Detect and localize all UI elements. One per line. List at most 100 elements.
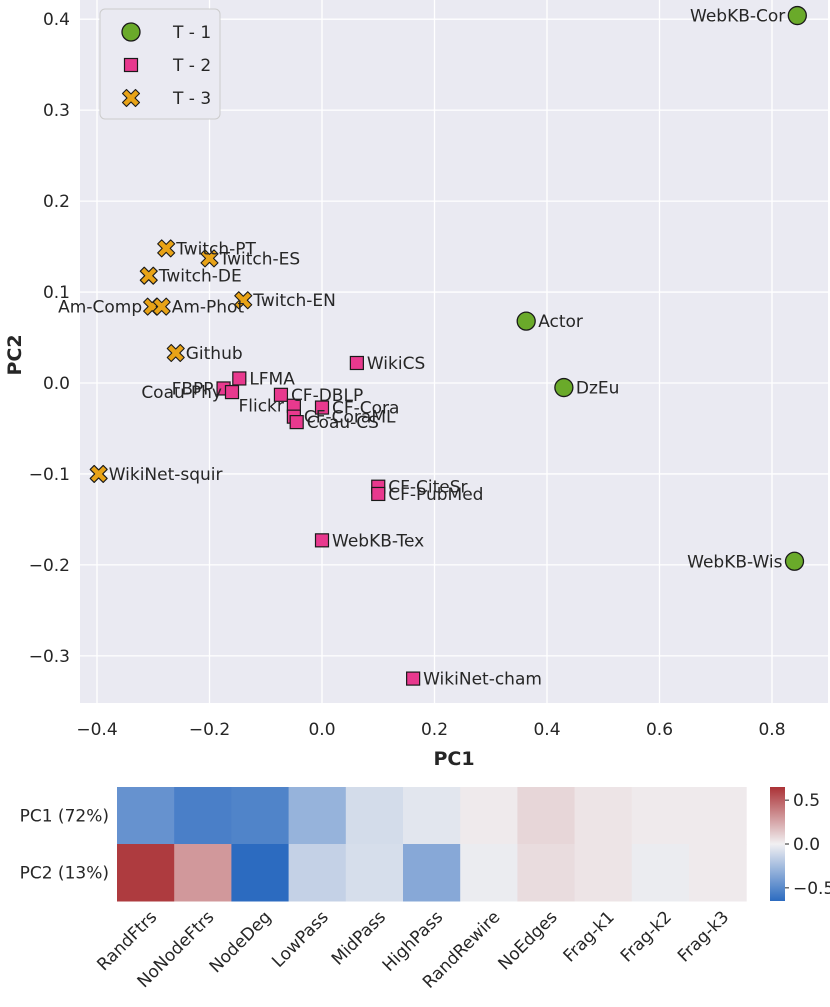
heatmap-cell [517,844,576,902]
legend-marker-square [123,57,139,73]
point-label: WikiNet-squir [109,465,223,485]
point-label: FBPP [172,379,214,399]
scatter-points [89,5,807,686]
heatmap-cell [689,844,747,902]
heatmap-cell [117,844,175,902]
point-label: DzEu [576,379,620,399]
x-tick-label: −0.4 [76,720,117,740]
x-tick-label: 0.0 [308,720,335,740]
point-coau-phy [224,384,240,400]
point-label: WikiCS [367,354,425,374]
heatmap-cell [574,844,633,902]
point-lfma [232,371,247,386]
point-webkb-tex [314,533,330,548]
point-label: Github [186,344,243,364]
point-label: Am-Phot [172,298,245,318]
point-twitch-de [139,266,158,285]
point-cf-dblp [273,387,289,402]
heatmap-cells [117,787,747,902]
heatmap-cell [231,844,290,902]
point-label: CF-DBLP [291,386,363,406]
y-axis-label: PC2 [4,334,26,375]
heatmap-cell [231,787,290,845]
point-label: Twitch-EN [252,291,336,311]
point-label: Am-Comp [58,298,142,318]
point-label: CF-PubMed [388,485,483,505]
heatmap-row-label: PC1 (72%) [20,807,109,827]
x-tick-labels: −0.4 −0.2 0.0 0.2 0.4 0.6 0.8 [76,720,785,740]
point-label: Twitch-ES [219,249,301,269]
heatmap-cell [403,787,461,845]
point-dzeu [554,377,574,398]
y-tick-label: 0.3 [43,101,70,121]
heatmap-cell [174,787,232,845]
heatmap-cell [689,787,747,845]
y-tick-label: 0.4 [43,10,70,30]
scatter-point-labels: WebKB-Cor Actor DzEu WebKB-Wis WikiCS LFMA FBP… [58,7,785,690]
x-tick-label: 0.4 [533,720,560,740]
legend-marker-circle [121,22,141,42]
point-github [166,343,185,363]
point-twitch-pt [157,239,176,258]
heatmap-cell [345,844,404,902]
legend: T - 1 T - 2 T - 3 [99,8,221,120]
heatmap-cell [460,844,518,902]
legend-label: T - 1 [172,23,211,43]
point-label: Coau-Phy [141,383,222,403]
x-axis-label: PC1 [433,748,474,770]
point-am-phot [152,297,171,316]
x-tick-label: 0.6 [646,720,673,740]
y-tick-labels: −0.3 −0.2 −0.1 0.0 0.1 0.2 0.3 0.4 [29,10,70,667]
point-label: Twitch-DE [158,267,242,287]
heatmap-row-labels: PC1 (72%) PC2 (13%) [20,807,109,884]
y-tick-label: 0.0 [43,374,70,394]
x-tick-label: 0.2 [421,720,448,740]
y-tick-label: −0.1 [29,465,70,485]
point-label: WebKB-Cor [690,7,785,27]
point-label: Actor [538,312,583,332]
point-label: LFMA [249,369,295,389]
colorbar-tick-label: 0.0 [793,835,820,855]
point-label: WikiNet-cham [423,670,542,690]
heatmap-cell [403,844,461,902]
legend-label: T - 2 [172,56,211,76]
heatmap-cell [288,787,347,845]
heatmap-cell [345,787,404,845]
point-wikics [349,355,364,371]
heatmap-cell [517,787,576,845]
colorbar: 0.5 0.0 −0.5 [770,787,830,901]
legend-marker-x [121,88,141,108]
y-tick-label: −0.2 [29,556,70,576]
point-webkb-cor [787,5,807,26]
heatmap-row-label: PC2 (13%) [20,864,109,884]
point-wikinet-cham [406,671,421,686]
point-coau-cs [289,415,304,430]
point-label: CF-CiteSr [388,478,467,498]
colorbar-tick-label: −0.5 [793,879,830,899]
point-label: Coau-CS [307,413,379,433]
point-label: Twitch-PT [175,239,256,259]
legend-label: T - 3 [172,89,211,109]
heatmap-cell [460,787,518,845]
heatmap-cell [288,844,347,902]
point-label: WebKB-Tex [332,531,424,551]
point-label: WebKB-Wis [687,552,782,572]
heatmap-cell [631,844,690,902]
heatmap-cell [117,787,175,845]
heatmap-cell [574,787,633,845]
y-tick-label: 0.1 [43,283,70,303]
colorbar-bar [770,787,785,901]
point-twitch-en [234,291,253,310]
point-actor [516,311,536,331]
point-cf-pubmed [371,486,386,502]
x-tick-label: −0.2 [189,720,230,740]
heatmap-cell [631,787,690,845]
y-tick-label: −0.3 [29,647,70,667]
point-label: CF-CoraML [304,408,396,428]
scatter-grid [80,0,828,703]
x-tick-label: 0.8 [758,720,785,740]
colorbar-tick-label: 0.5 [793,791,820,811]
point-webkb-wis [784,551,805,571]
point-cf-cora [314,400,330,415]
